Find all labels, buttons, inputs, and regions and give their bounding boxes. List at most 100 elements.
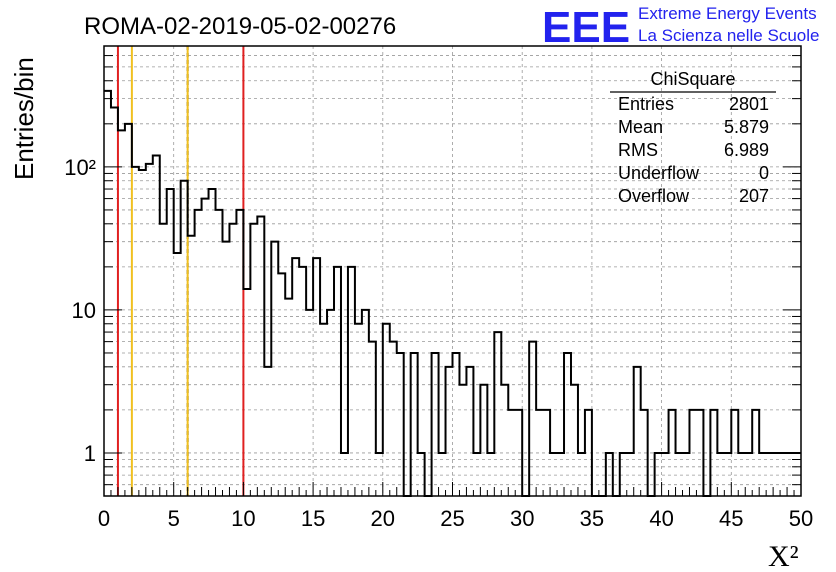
histogram-bin xyxy=(689,410,696,496)
stats-value-mean: 5.879 xyxy=(724,117,769,137)
histogram-bin xyxy=(202,199,209,496)
stats-label-entries: Entries xyxy=(618,94,674,114)
histogram-bin xyxy=(376,453,383,496)
histogram-bin xyxy=(243,289,250,496)
histogram-bin xyxy=(710,410,717,496)
axes: 0 5 10 15 20 25 30 35 40 45 50 1 10 10² xyxy=(64,45,813,531)
histogram-bin xyxy=(683,453,690,496)
histogram-bin xyxy=(655,453,662,496)
histogram-bin xyxy=(634,367,641,496)
histogram-bin xyxy=(564,353,571,496)
histogram-bin xyxy=(738,453,745,496)
x-tick-label: 45 xyxy=(719,506,743,531)
histogram-bin xyxy=(111,108,118,496)
histogram-bin xyxy=(229,224,236,496)
x-tick-label: 35 xyxy=(580,506,604,531)
stats-title: ChiSquare xyxy=(650,69,735,89)
histogram-bin xyxy=(209,189,216,496)
stats-value-entries: 2801 xyxy=(729,94,769,114)
histogram-bin xyxy=(487,453,494,496)
histogram-bin xyxy=(222,242,229,496)
histogram-bin xyxy=(529,342,536,496)
histogram-bin xyxy=(278,273,285,496)
histogram-bin xyxy=(195,210,202,496)
stats-value-overflow: 207 xyxy=(739,186,769,206)
histogram-bin xyxy=(355,324,362,496)
stats-label-overflow: Overflow xyxy=(618,186,690,206)
logo-main-text: EEE xyxy=(542,3,630,52)
histogram-bin xyxy=(759,453,766,496)
histogram-bin xyxy=(724,453,731,496)
histogram-bin xyxy=(348,267,355,496)
histogram-bin xyxy=(313,258,320,496)
histogram-bin xyxy=(446,367,453,496)
logo-line2: La Scienza nelle Scuole xyxy=(638,26,819,45)
x-tick-label: 25 xyxy=(440,506,464,531)
histogram-bin xyxy=(285,299,292,496)
histogram-bin xyxy=(473,453,480,496)
histogram-bin xyxy=(780,453,787,496)
histogram-bin xyxy=(327,310,334,496)
histogram-bin xyxy=(459,385,466,496)
histogram-bin xyxy=(362,310,369,496)
histogram-bin xyxy=(696,410,703,496)
stats-box: ChiSquare Entries 2801 Mean 5.879 RMS 6.… xyxy=(610,69,776,206)
histogram-bin xyxy=(543,410,550,496)
histogram-bin xyxy=(662,453,669,496)
y-tick-label: 10² xyxy=(64,155,96,180)
histogram-bin xyxy=(397,353,404,496)
histogram-bin xyxy=(271,242,278,496)
histogram-bin xyxy=(773,453,780,496)
histogram-bin xyxy=(104,91,111,496)
histogram-bin xyxy=(439,453,446,496)
histogram-bin xyxy=(550,453,557,496)
histogram-bin xyxy=(292,258,299,496)
histogram-bin xyxy=(257,216,264,496)
histogram-bin xyxy=(299,267,306,496)
histogram-bin xyxy=(188,236,195,496)
histogram-bin xyxy=(494,332,501,496)
histogram-bin xyxy=(669,410,676,496)
reference-lines xyxy=(116,46,245,496)
y-tick-label: 1 xyxy=(84,441,96,466)
x-tick-label: 10 xyxy=(231,506,255,531)
chart-title: ROMA-02-2019-05-02-00276 xyxy=(84,13,396,40)
stats-label-rms: RMS xyxy=(618,140,658,160)
x-tick-label: 20 xyxy=(371,506,395,531)
logo-line1: Extreme Energy Events xyxy=(638,4,817,23)
histogram-bin xyxy=(236,210,243,496)
x-tick-label: 50 xyxy=(789,506,813,531)
histogram-bin xyxy=(181,181,188,496)
histogram-bin xyxy=(571,385,578,496)
histogram-bin xyxy=(125,124,132,496)
stats-label-underflow: Underflow xyxy=(618,163,700,183)
histogram-bin xyxy=(411,353,418,496)
histogram-bin xyxy=(557,453,564,496)
x-tick-label: 15 xyxy=(301,506,325,531)
histogram-bin xyxy=(501,385,508,496)
histogram-bin xyxy=(578,453,585,496)
x-tick-label: 30 xyxy=(510,506,534,531)
histogram-bin xyxy=(139,170,146,496)
histogram-bin xyxy=(620,453,627,496)
histogram-bin xyxy=(216,210,223,496)
histogram-bin xyxy=(752,410,759,496)
histogram-bin xyxy=(341,453,348,496)
y-tick-label: 10 xyxy=(72,298,96,323)
x-axis-label: X² xyxy=(768,540,799,572)
histogram-bin xyxy=(146,164,153,496)
histogram-bin xyxy=(369,342,376,496)
histogram-bin xyxy=(383,324,390,496)
histogram-bin xyxy=(717,453,724,496)
histogram-bin xyxy=(480,385,487,496)
histogram-bin xyxy=(627,453,634,496)
histogram-bin xyxy=(585,410,592,496)
plot-frame xyxy=(103,45,802,497)
histogram-bin xyxy=(306,310,313,496)
histogram-bin xyxy=(466,367,473,496)
histogram-bin xyxy=(641,410,648,496)
histogram-bin xyxy=(118,130,125,496)
x-tick-label: 5 xyxy=(168,506,180,531)
histogram-bin xyxy=(418,453,425,496)
